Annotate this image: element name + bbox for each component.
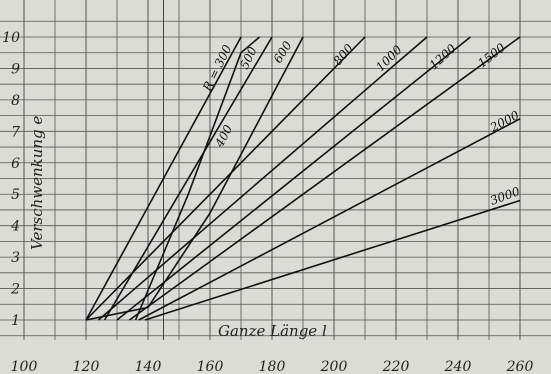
series-line-3 xyxy=(134,36,261,321)
y-tick-label: 6 xyxy=(11,156,20,172)
x-tick-label: 200 xyxy=(320,359,348,374)
x-tick-label: 140 xyxy=(135,359,162,374)
x-tick-label: 180 xyxy=(259,359,286,374)
series-line-2 xyxy=(85,36,304,321)
x-tick-label: 100 xyxy=(11,359,38,374)
x-tick-label: 120 xyxy=(73,359,100,374)
y-tick-labels: 1 2 3 4 5 6 7 8 9 10 xyxy=(2,30,20,329)
y-tick-label: 5 xyxy=(11,187,20,203)
x-tick-labels: 100 120 140 160 180 200 220 240 260 xyxy=(11,359,534,374)
series-line-7 xyxy=(128,36,521,321)
series-label-2: 600 xyxy=(271,38,295,65)
series-line-4 xyxy=(85,36,366,321)
y-tick-label: 1 xyxy=(11,313,20,329)
x-tick-label: 220 xyxy=(382,359,410,374)
y-tick-label: 9 xyxy=(11,61,20,77)
series-label-6: 1200 xyxy=(427,41,459,72)
y-tick-label: 7 xyxy=(11,124,20,140)
series-label-1: 500 xyxy=(237,44,260,71)
y-tick-label: 8 xyxy=(11,93,20,109)
series-line-0 xyxy=(85,36,242,321)
series-line-8 xyxy=(138,118,521,321)
x-tick-label: 260 xyxy=(506,359,534,374)
x-axis-label: Ganze Länge l xyxy=(218,322,327,340)
y-tick-label: 4 xyxy=(10,219,20,235)
x-tick-label: 160 xyxy=(197,359,224,374)
series-label-9: 3000 xyxy=(488,184,522,208)
series-lines xyxy=(85,36,521,321)
series-line-6 xyxy=(116,36,471,321)
series-label-3: 400 xyxy=(212,122,236,150)
series-label-7: 1500 xyxy=(475,40,508,70)
y-tick-label: 10 xyxy=(2,30,20,46)
series-line-9 xyxy=(144,199,521,321)
series-line-5 xyxy=(97,36,428,321)
x-tick-label: 240 xyxy=(444,359,472,374)
y-tick-label: 3 xyxy=(11,250,20,266)
y-tick-label: 2 xyxy=(10,282,20,298)
y-axis-label: Verschwenkung e xyxy=(28,116,46,250)
